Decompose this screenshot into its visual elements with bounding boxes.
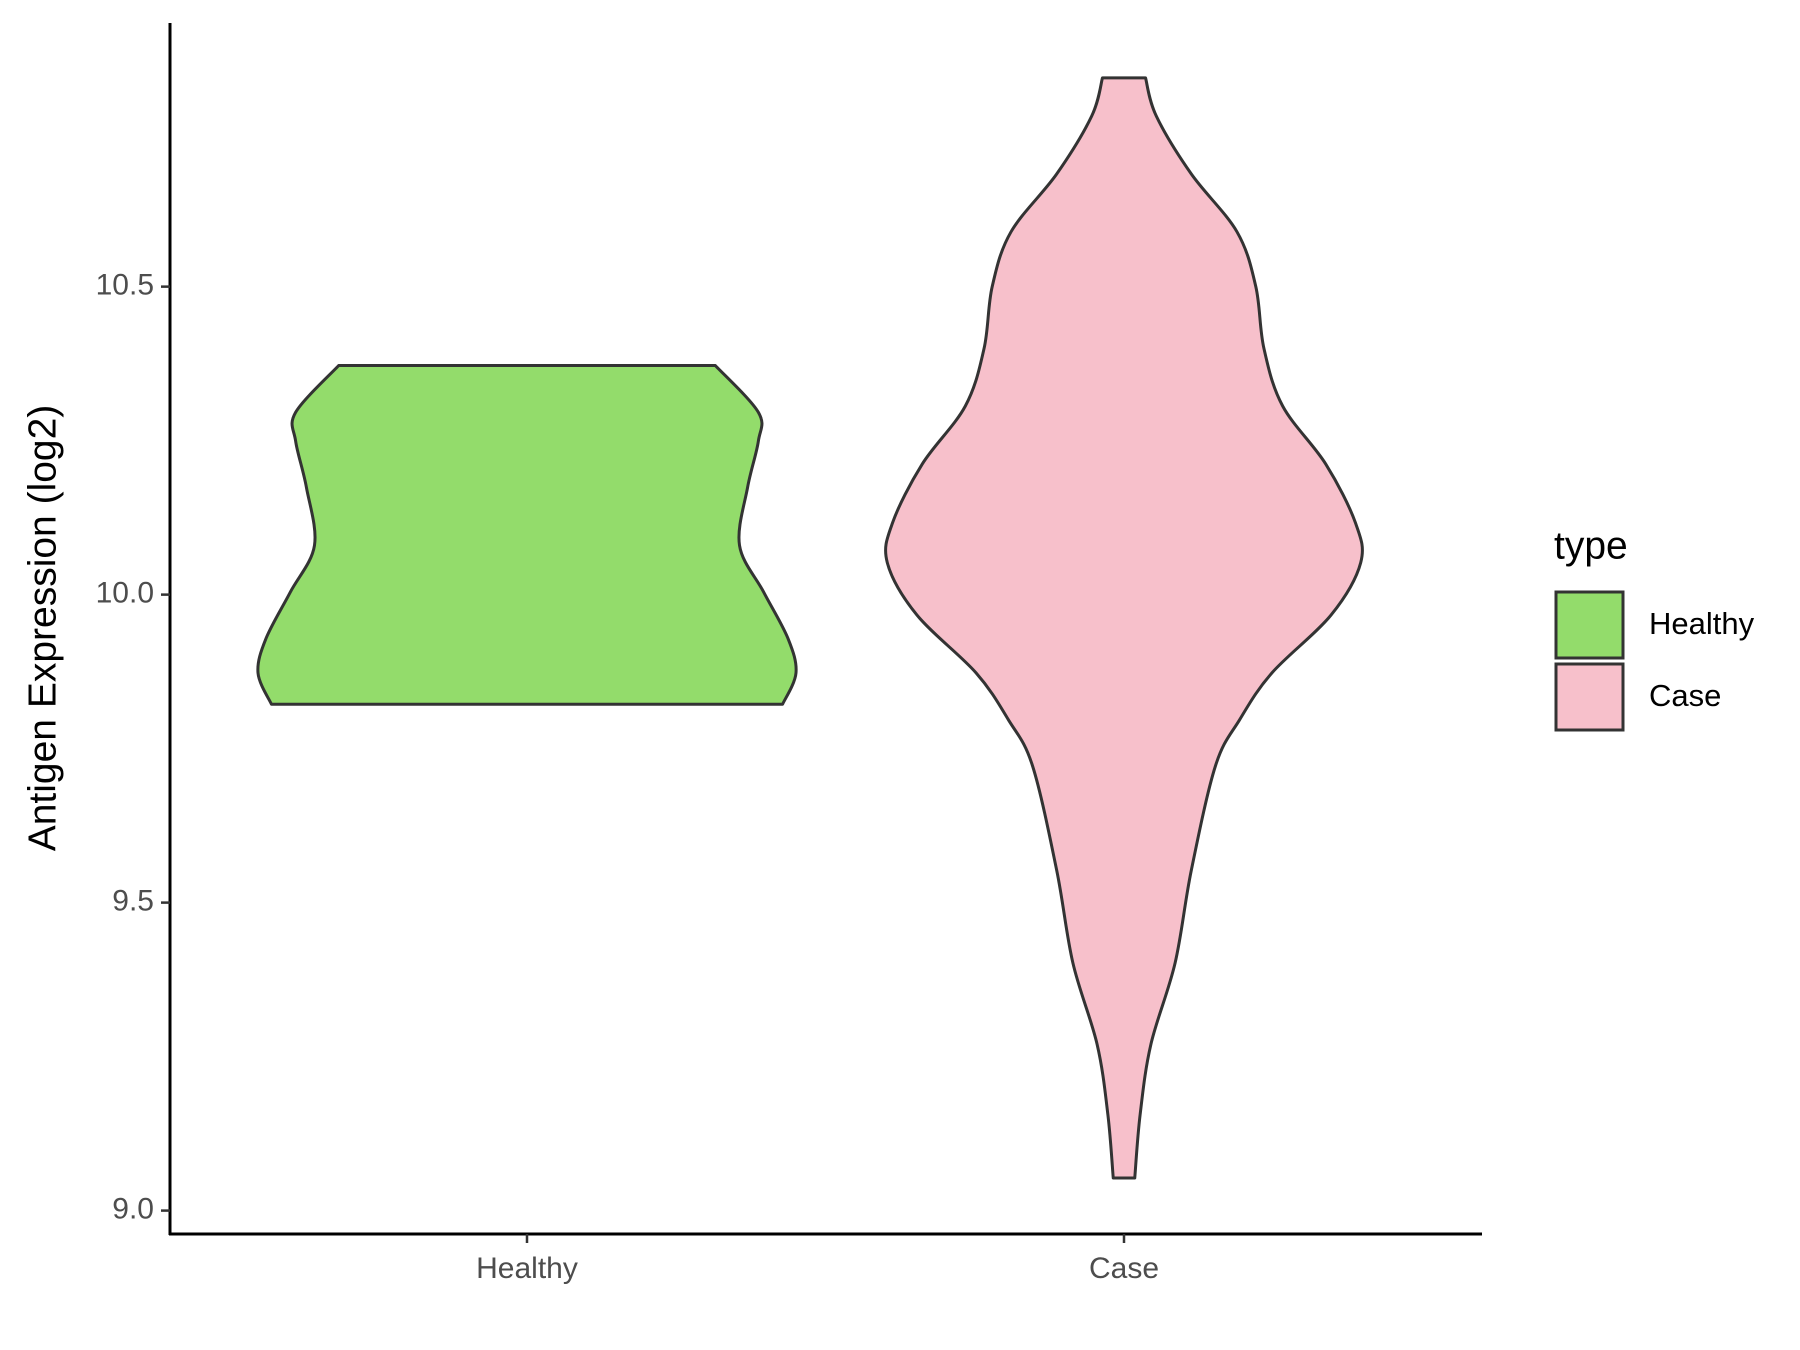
violin (884, 76, 1364, 1180)
y-tick-label: 9.5 (112, 885, 154, 918)
violin (256, 363, 798, 706)
y-axis-title: Antigen Expression (log2) (21, 405, 64, 852)
legend-label: Case (1649, 678, 1721, 713)
y-tick-label: 9.0 (112, 1193, 154, 1226)
legend-swatch (1554, 590, 1625, 660)
y-tick-label: 10.0 (96, 577, 154, 610)
y-tick-label: 10.5 (96, 269, 154, 302)
legend-swatch (1554, 662, 1625, 732)
x-tick-label: Healthy (476, 1252, 578, 1285)
legend-label: Healthy (1649, 606, 1755, 641)
legend-title: type (1554, 524, 1628, 567)
x-tick-label: Case (1089, 1252, 1159, 1285)
